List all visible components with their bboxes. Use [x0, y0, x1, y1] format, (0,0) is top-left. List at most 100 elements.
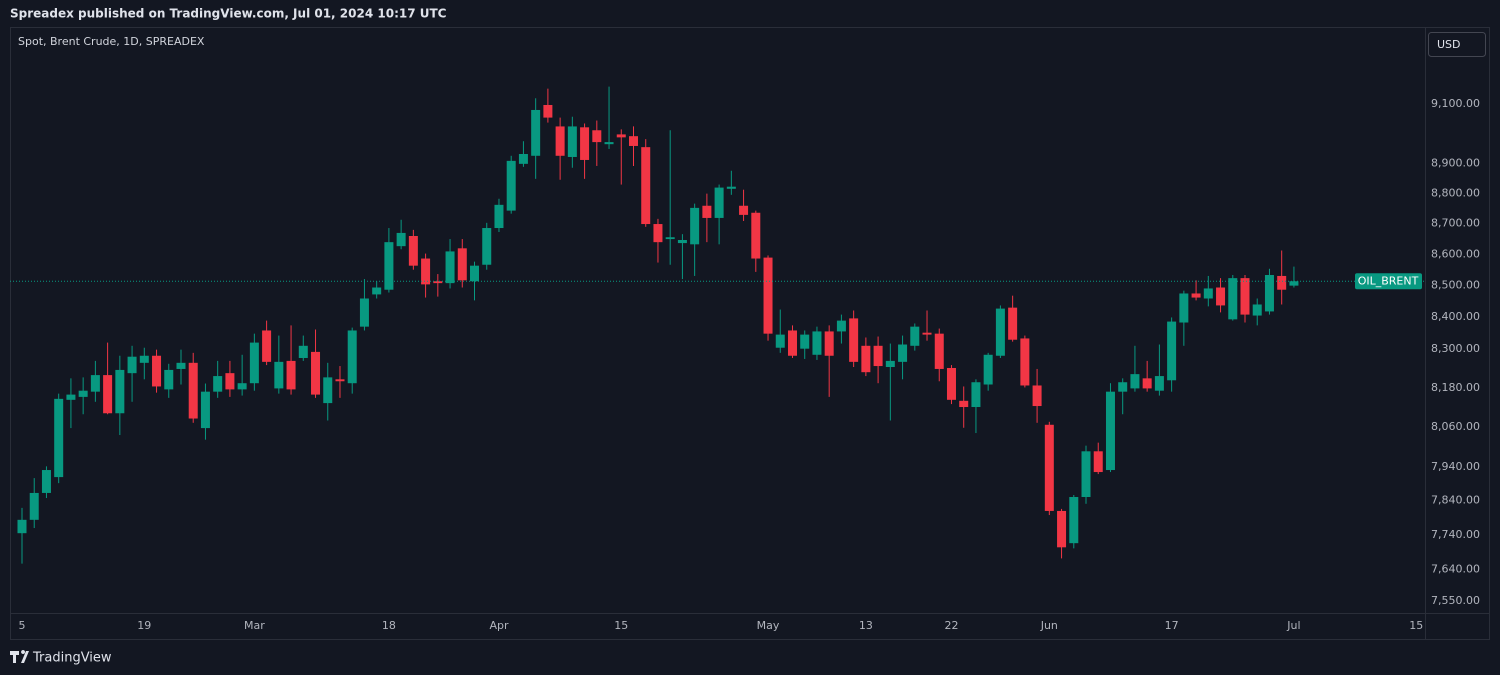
- candle-body: [506, 160, 516, 211]
- candle-body: [494, 204, 504, 229]
- candle: [1167, 317, 1177, 392]
- candle: [641, 139, 651, 227]
- chart-title: Spot, Brent Crude, 1D, SPREADEX: [18, 35, 205, 48]
- candle-body: [971, 382, 981, 408]
- candle: [1057, 508, 1067, 559]
- candle-body: [812, 331, 822, 355]
- candle: [861, 337, 871, 377]
- candle: [616, 129, 626, 185]
- candle: [836, 314, 846, 344]
- candle: [237, 354, 247, 396]
- candle-body: [885, 360, 895, 368]
- candle: [323, 362, 333, 421]
- symbol-label-box: [1355, 273, 1422, 290]
- candle: [1179, 290, 1189, 346]
- candle: [1069, 494, 1079, 549]
- candle: [885, 343, 895, 421]
- candle-body: [139, 355, 149, 363]
- candle-body: [726, 186, 736, 189]
- candle: [139, 347, 149, 380]
- logo-mark: [10, 650, 29, 663]
- y-tick-label: 7,640.00: [1431, 563, 1480, 576]
- candle-body: [702, 205, 712, 218]
- candle-body: [836, 320, 846, 332]
- candle-body: [66, 394, 76, 400]
- candle-body: [1167, 321, 1177, 381]
- candle: [335, 366, 345, 398]
- candle: [1216, 278, 1226, 313]
- candle-body: [286, 360, 296, 390]
- candle: [739, 189, 749, 221]
- candle-body: [1191, 293, 1201, 298]
- x-tick-label: Apr: [489, 619, 509, 632]
- candle-body: [763, 257, 773, 334]
- candle: [555, 117, 565, 180]
- candle: [714, 184, 724, 245]
- candle-body: [445, 251, 455, 284]
- candle-body: [1032, 385, 1042, 407]
- y-tick-label: 8,600.00: [1431, 248, 1480, 261]
- candle-body: [775, 334, 785, 348]
- candle-body: [531, 109, 541, 156]
- candle-body: [262, 330, 272, 362]
- candle: [54, 393, 64, 484]
- y-tick-label: 7,740.00: [1431, 528, 1480, 541]
- candle-body: [433, 281, 443, 284]
- x-tick-label: 17: [1165, 619, 1179, 632]
- currency-button[interactable]: [1428, 32, 1486, 57]
- candle: [103, 342, 113, 415]
- candle: [421, 253, 431, 298]
- candle: [543, 88, 553, 123]
- candle: [690, 203, 700, 276]
- candle: [1008, 295, 1018, 342]
- candle-body: [311, 351, 321, 395]
- candle: [359, 279, 369, 331]
- candle-body: [543, 104, 553, 118]
- candle-body: [1142, 378, 1152, 389]
- candle-body: [1069, 497, 1079, 544]
- candle-body: [396, 232, 406, 247]
- candle-body: [616, 134, 626, 138]
- x-tick-label: Mar: [244, 619, 265, 632]
- candle: [1203, 275, 1213, 307]
- candle-body: [1008, 307, 1018, 340]
- candle-body: [115, 369, 125, 414]
- y-tick-label: 8,400.00: [1431, 310, 1480, 323]
- candle: [1020, 335, 1030, 388]
- candle: [580, 123, 590, 179]
- candle: [946, 365, 956, 405]
- candle-body: [164, 369, 174, 390]
- candle: [934, 328, 944, 382]
- candle: [849, 310, 859, 368]
- footer-brand: TradingView: [32, 651, 112, 666]
- candle-body: [1044, 424, 1054, 511]
- candle: [494, 198, 504, 233]
- candle-body: [641, 147, 651, 225]
- candle-body: [1057, 510, 1067, 548]
- candle: [286, 325, 296, 395]
- candles: [17, 86, 1299, 564]
- candle: [787, 325, 797, 358]
- candle-body: [739, 205, 749, 215]
- candle: [1081, 445, 1091, 504]
- candle: [66, 378, 76, 429]
- candle: [433, 274, 443, 297]
- candle-body: [1216, 287, 1226, 306]
- candle: [482, 222, 492, 270]
- candle-body: [41, 470, 51, 493]
- candle-body: [873, 345, 883, 367]
- candle-body: [995, 308, 1005, 356]
- candle: [592, 120, 602, 166]
- candle-body: [849, 318, 859, 362]
- candle: [200, 383, 210, 440]
- candle-body: [249, 342, 259, 384]
- candle-body: [470, 265, 480, 282]
- candle-body: [372, 287, 382, 295]
- candle: [152, 349, 162, 393]
- candle: [812, 326, 822, 360]
- candle: [910, 323, 920, 351]
- candle: [1240, 275, 1250, 323]
- candle-body: [714, 187, 724, 218]
- currency-label[interactable]: USD: [1437, 38, 1461, 51]
- candle-body: [17, 519, 27, 534]
